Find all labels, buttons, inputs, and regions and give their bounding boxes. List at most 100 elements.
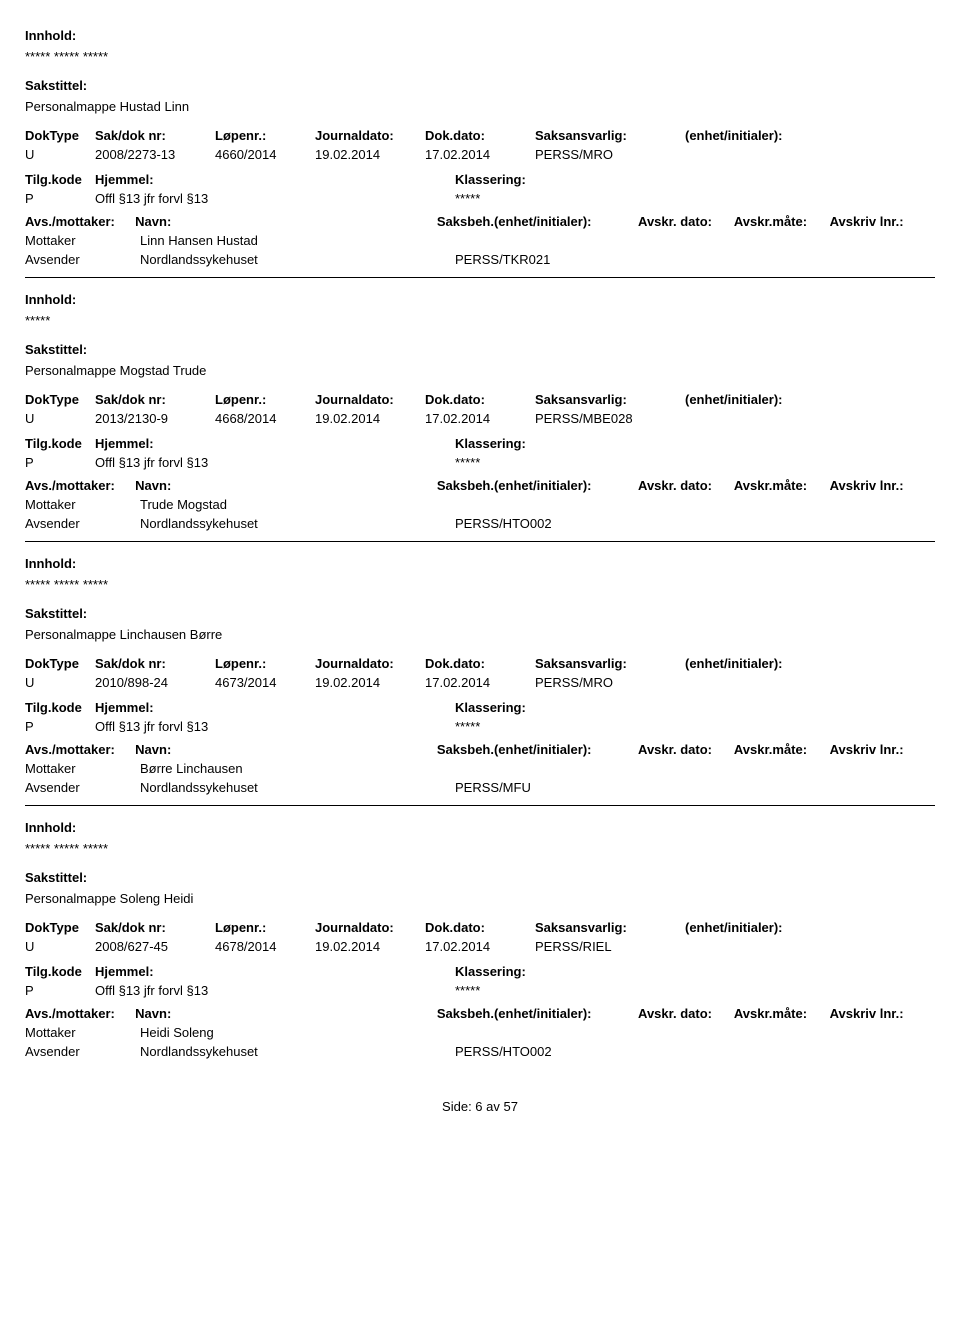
avskr-dato-label: Avskr. dato: [638, 214, 734, 229]
hjemmel-value: Offl §13 jfr forvl §13 [95, 719, 455, 734]
tilgkode-label: Tilg.kode [25, 436, 95, 451]
record-header-row: DokType Sak/dok nr: Løpenr.: Journaldato… [25, 656, 935, 671]
saksansvarlig-value: PERSS/MRO [535, 675, 685, 690]
enhet-initialer-label: (enhet/initialer): [685, 128, 835, 143]
mottaker-name: Linn Hansen Hustad [140, 233, 455, 248]
avskriv-lnr-label: Avskriv lnr.: [830, 478, 935, 493]
avskr-mate-label: Avskr.måte: [734, 478, 830, 493]
mottaker-beh [455, 1025, 655, 1040]
tilgkode-value: P [25, 983, 95, 998]
party-header-row: Avs./mottaker: Navn: Saksbeh.(enhet/init… [25, 478, 935, 493]
enhet-initialer-value [685, 675, 835, 690]
record-data-row: U 2008/2273-13 4660/2014 19.02.2014 17.0… [25, 147, 935, 162]
doktype-label: DokType [25, 656, 95, 671]
mottaker-name: Børre Linchausen [140, 761, 455, 776]
doktype-label: DokType [25, 392, 95, 407]
avsender-beh: PERSS/TKR021 [455, 252, 655, 267]
sakstittel-text: Personalmappe Mogstad Trude [25, 363, 935, 378]
mottaker-row: Mottaker Børre Linchausen [25, 761, 935, 776]
hjemmel-value: Offl §13 jfr forvl §13 [95, 455, 455, 470]
record-header-row: DokType Sak/dok nr: Løpenr.: Journaldato… [25, 920, 935, 935]
doktype-value: U [25, 411, 95, 426]
saksbeh-label: Saksbeh.(enhet/initialer): [437, 1006, 638, 1021]
avskr-mate-label: Avskr.måte: [734, 742, 830, 757]
tilg-data-row: P Offl §13 jfr forvl §13 ***** [25, 191, 935, 206]
avsender-row: Avsender Nordlandssykehuset PERSS/MFU [25, 780, 935, 795]
hjemmel-label: Hjemmel: [95, 964, 455, 979]
record-divider [25, 541, 935, 542]
enhet-initialer-label: (enhet/initialer): [685, 392, 835, 407]
sakdoknr-value: 2008/627-45 [95, 939, 215, 954]
journal-record: Innhold: ***** ***** ***** Sakstittel: P… [25, 28, 935, 267]
lopenr-label: Løpenr.: [215, 128, 315, 143]
navn-label: Navn: [135, 742, 437, 757]
journal-record: Innhold: ***** ***** ***** Sakstittel: P… [25, 556, 935, 795]
klassering-value: ***** [455, 455, 655, 470]
innhold-text: ***** ***** ***** [25, 49, 935, 64]
tilgkode-value: P [25, 455, 95, 470]
party-header-row: Avs./mottaker: Navn: Saksbeh.(enhet/init… [25, 742, 935, 757]
klassering-label: Klassering: [455, 172, 655, 187]
sakdoknr-label: Sak/dok nr: [95, 392, 215, 407]
avs-mottaker-label: Avs./mottaker: [25, 742, 135, 757]
journaldato-label: Journaldato: [315, 920, 425, 935]
tilg-header-row: Tilg.kode Hjemmel: Klassering: [25, 700, 935, 715]
avsender-role: Avsender [25, 780, 140, 795]
enhet-initialer-value [685, 147, 835, 162]
mottaker-beh [455, 233, 655, 248]
record-divider [25, 277, 935, 278]
record-data-row: U 2010/898-24 4673/2014 19.02.2014 17.02… [25, 675, 935, 690]
avskr-dato-label: Avskr. dato: [638, 1006, 734, 1021]
tilg-data-row: P Offl §13 jfr forvl §13 ***** [25, 719, 935, 734]
hjemmel-label: Hjemmel: [95, 172, 455, 187]
tilg-header-row: Tilg.kode Hjemmel: Klassering: [25, 172, 935, 187]
saksansvarlig-value: PERSS/MRO [535, 147, 685, 162]
innhold-label: Innhold: [25, 292, 935, 307]
doktype-value: U [25, 939, 95, 954]
innhold-text: ***** ***** ***** [25, 841, 935, 856]
innhold-label: Innhold: [25, 556, 935, 571]
avsender-role: Avsender [25, 1044, 140, 1059]
avsender-row: Avsender Nordlandssykehuset PERSS/TKR021 [25, 252, 935, 267]
hjemmel-label: Hjemmel: [95, 436, 455, 451]
records-container: Innhold: ***** ***** ***** Sakstittel: P… [25, 28, 935, 1059]
sakdoknr-label: Sak/dok nr: [95, 656, 215, 671]
avsender-beh: PERSS/HTO002 [455, 516, 655, 531]
mottaker-role: Mottaker [25, 497, 140, 512]
avskr-mate-label: Avskr.måte: [734, 1006, 830, 1021]
sakdoknr-value: 2010/898-24 [95, 675, 215, 690]
journaldato-value: 19.02.2014 [315, 411, 425, 426]
klassering-value: ***** [455, 719, 655, 734]
saksbeh-label: Saksbeh.(enhet/initialer): [437, 214, 638, 229]
journaldato-label: Journaldato: [315, 128, 425, 143]
tilgkode-label: Tilg.kode [25, 700, 95, 715]
party-header-row: Avs./mottaker: Navn: Saksbeh.(enhet/init… [25, 214, 935, 229]
saksansvarlig-value: PERSS/RIEL [535, 939, 685, 954]
tilgkode-label: Tilg.kode [25, 172, 95, 187]
sakstittel-text: Personalmappe Hustad Linn [25, 99, 935, 114]
innhold-label: Innhold: [25, 28, 935, 43]
lopenr-value: 4673/2014 [215, 675, 315, 690]
mottaker-row: Mottaker Heidi Soleng [25, 1025, 935, 1040]
innhold-text: ***** [25, 313, 935, 328]
avskriv-lnr-label: Avskriv lnr.: [830, 1006, 935, 1021]
avsender-row: Avsender Nordlandssykehuset PERSS/HTO002 [25, 516, 935, 531]
hjemmel-label: Hjemmel: [95, 700, 455, 715]
sakstittel-text: Personalmappe Soleng Heidi [25, 891, 935, 906]
avskr-dato-label: Avskr. dato: [638, 478, 734, 493]
enhet-initialer-value [685, 411, 835, 426]
saksansvarlig-label: Saksansvarlig: [535, 920, 685, 935]
doktype-label: DokType [25, 920, 95, 935]
record-data-row: U 2013/2130-9 4668/2014 19.02.2014 17.02… [25, 411, 935, 426]
avs-mottaker-label: Avs./mottaker: [25, 478, 135, 493]
avs-mottaker-label: Avs./mottaker: [25, 214, 135, 229]
sakdoknr-label: Sak/dok nr: [95, 128, 215, 143]
record-header-row: DokType Sak/dok nr: Løpenr.: Journaldato… [25, 392, 935, 407]
hjemmel-value: Offl §13 jfr forvl §13 [95, 983, 455, 998]
sakdoknr-value: 2008/2273-13 [95, 147, 215, 162]
tilg-data-row: P Offl §13 jfr forvl §13 ***** [25, 455, 935, 470]
saksansvarlig-label: Saksansvarlig: [535, 128, 685, 143]
avsender-row: Avsender Nordlandssykehuset PERSS/HTO002 [25, 1044, 935, 1059]
lopenr-value: 4660/2014 [215, 147, 315, 162]
sakdoknr-value: 2013/2130-9 [95, 411, 215, 426]
